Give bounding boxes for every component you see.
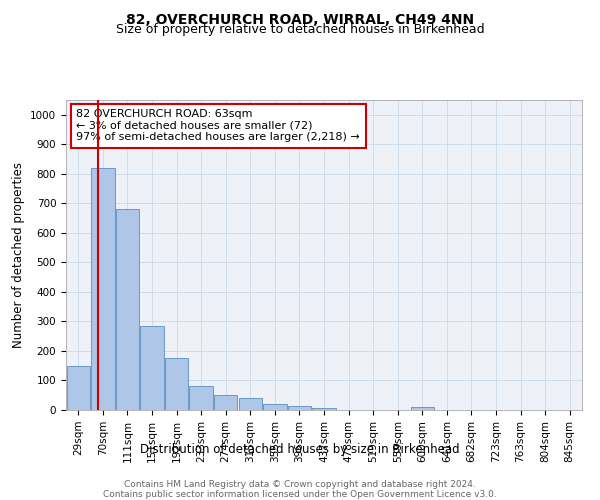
Bar xyxy=(91,168,115,410)
Y-axis label: Number of detached properties: Number of detached properties xyxy=(11,162,25,348)
Text: Size of property relative to detached houses in Birkenhead: Size of property relative to detached ho… xyxy=(116,22,484,36)
Bar xyxy=(67,366,90,410)
Bar xyxy=(116,209,139,410)
Bar xyxy=(313,408,335,410)
Bar xyxy=(263,404,287,410)
Bar xyxy=(214,395,238,410)
Text: Distribution of detached houses by size in Birkenhead: Distribution of detached houses by size … xyxy=(140,442,460,456)
Bar xyxy=(239,398,262,410)
Bar xyxy=(288,406,311,410)
Text: 82, OVERCHURCH ROAD, WIRRAL, CH49 4NN: 82, OVERCHURCH ROAD, WIRRAL, CH49 4NN xyxy=(126,12,474,26)
Bar xyxy=(140,326,164,410)
Text: Contains HM Land Registry data © Crown copyright and database right 2024.
Contai: Contains HM Land Registry data © Crown c… xyxy=(103,480,497,500)
Bar xyxy=(165,358,188,410)
Text: 82 OVERCHURCH ROAD: 63sqm
← 3% of detached houses are smaller (72)
97% of semi-d: 82 OVERCHURCH ROAD: 63sqm ← 3% of detach… xyxy=(76,110,360,142)
Bar xyxy=(190,386,213,410)
Bar xyxy=(410,407,434,410)
